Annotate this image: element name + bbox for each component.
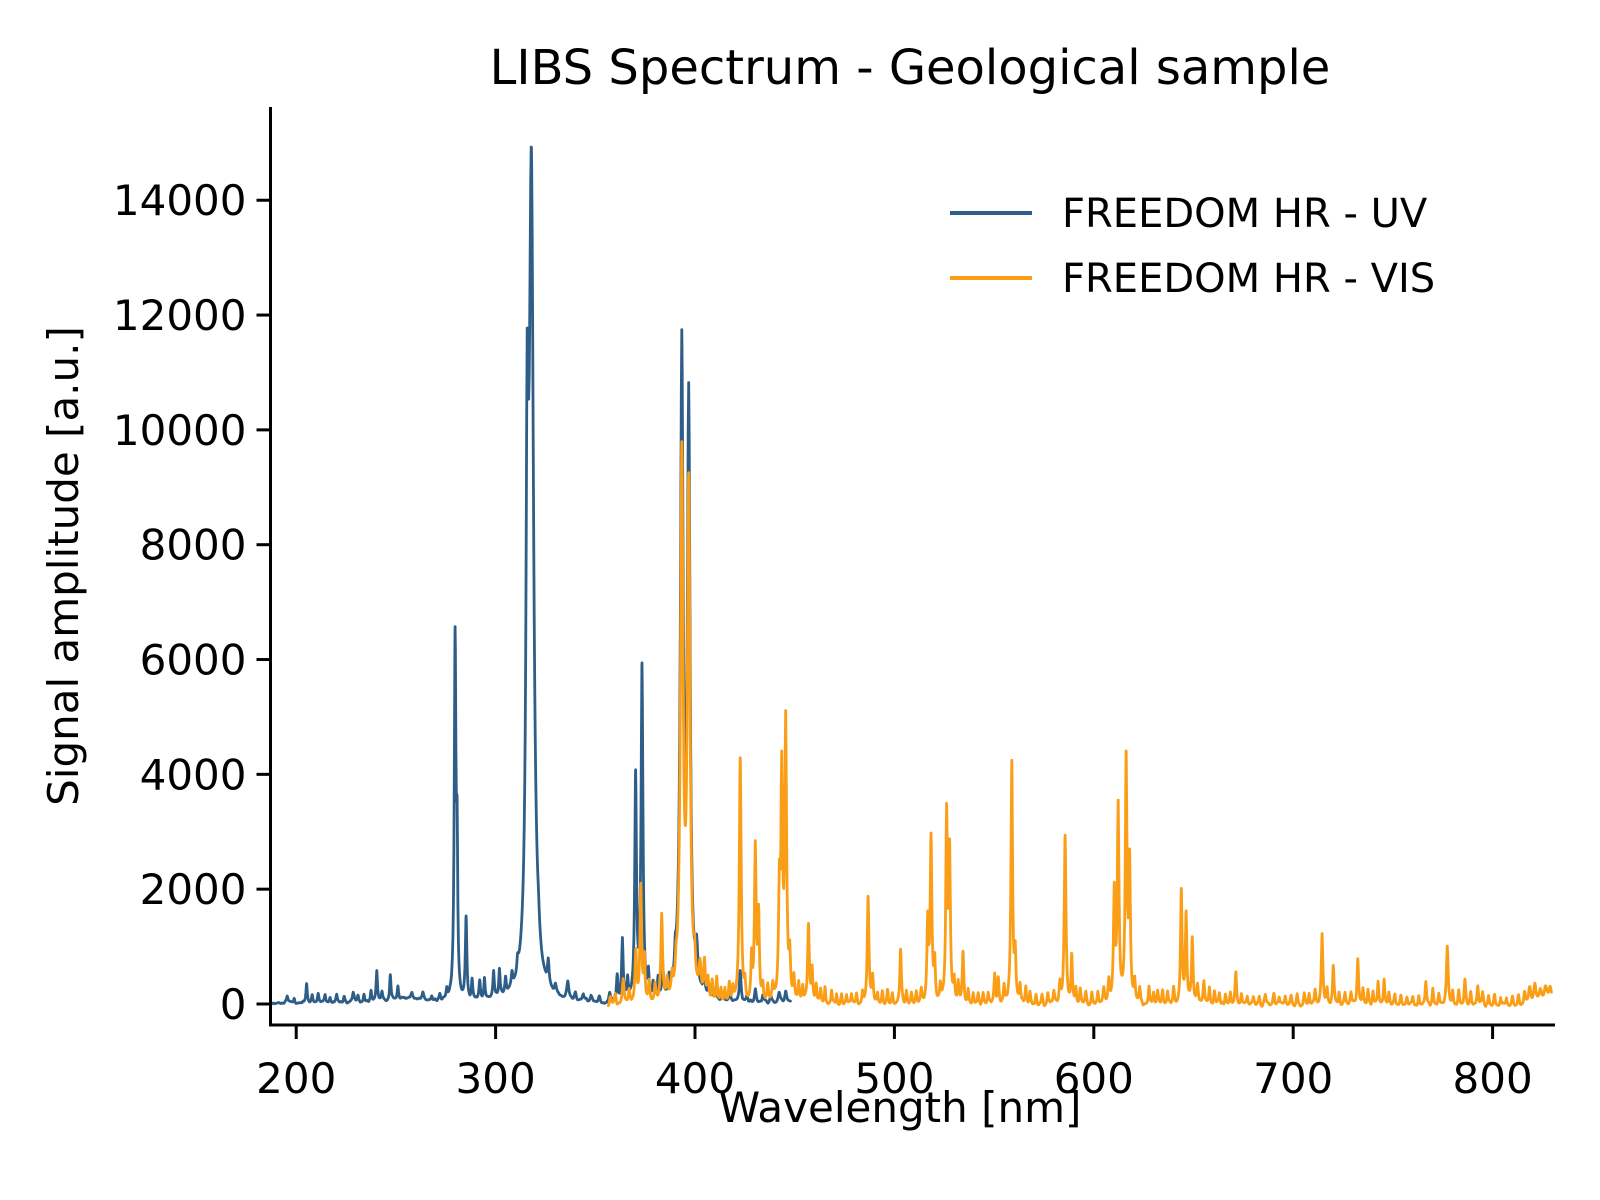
series-lines bbox=[269, 145, 1553, 1008]
x-tick-label: 800 bbox=[1453, 1054, 1533, 1103]
series-line-uv bbox=[269, 145, 792, 1006]
x-tick-label: 600 bbox=[1054, 1054, 1134, 1103]
y-tick-label: 0 bbox=[220, 980, 247, 1029]
y-tick-label: 10000 bbox=[113, 406, 247, 455]
series-line-vis bbox=[606, 440, 1553, 1008]
x-tick-label: 200 bbox=[256, 1054, 336, 1103]
y-tick-label: 4000 bbox=[140, 750, 247, 799]
x-tick-label: 400 bbox=[655, 1054, 735, 1103]
x-tick-label: 300 bbox=[456, 1054, 536, 1103]
x-tick-label: 500 bbox=[854, 1054, 934, 1103]
y-axis-ticks: 0 2000 4000 6000 8000 10000 12000 14000 bbox=[113, 176, 271, 1029]
legend: FREEDOM HR - UV FREEDOM HR - VIS bbox=[950, 191, 1435, 302]
y-tick-label: 14000 bbox=[113, 176, 247, 225]
x-axis-label: Wavelength [nm] bbox=[719, 1083, 1082, 1132]
legend-label-vis: FREEDOM HR - VIS bbox=[1062, 256, 1435, 302]
plot-area: 200 300 400 500 600 700 800 0 2000 4000 6000 8000 1… bbox=[113, 107, 1555, 1103]
x-axis-ticks: 200 300 400 500 600 700 800 bbox=[256, 1025, 1533, 1103]
y-tick-label: 12000 bbox=[113, 291, 247, 340]
y-tick-label: 2000 bbox=[140, 865, 247, 914]
y-axis-label: Signal amplitude [a.u.] bbox=[39, 326, 88, 806]
chart-title: LIBS Spectrum - Geological sample bbox=[490, 40, 1331, 96]
y-tick-label: 8000 bbox=[140, 521, 247, 570]
legend-label-uv: FREEDOM HR - UV bbox=[1062, 191, 1428, 237]
y-tick-label: 6000 bbox=[140, 636, 247, 685]
x-tick-label: 700 bbox=[1253, 1054, 1333, 1103]
